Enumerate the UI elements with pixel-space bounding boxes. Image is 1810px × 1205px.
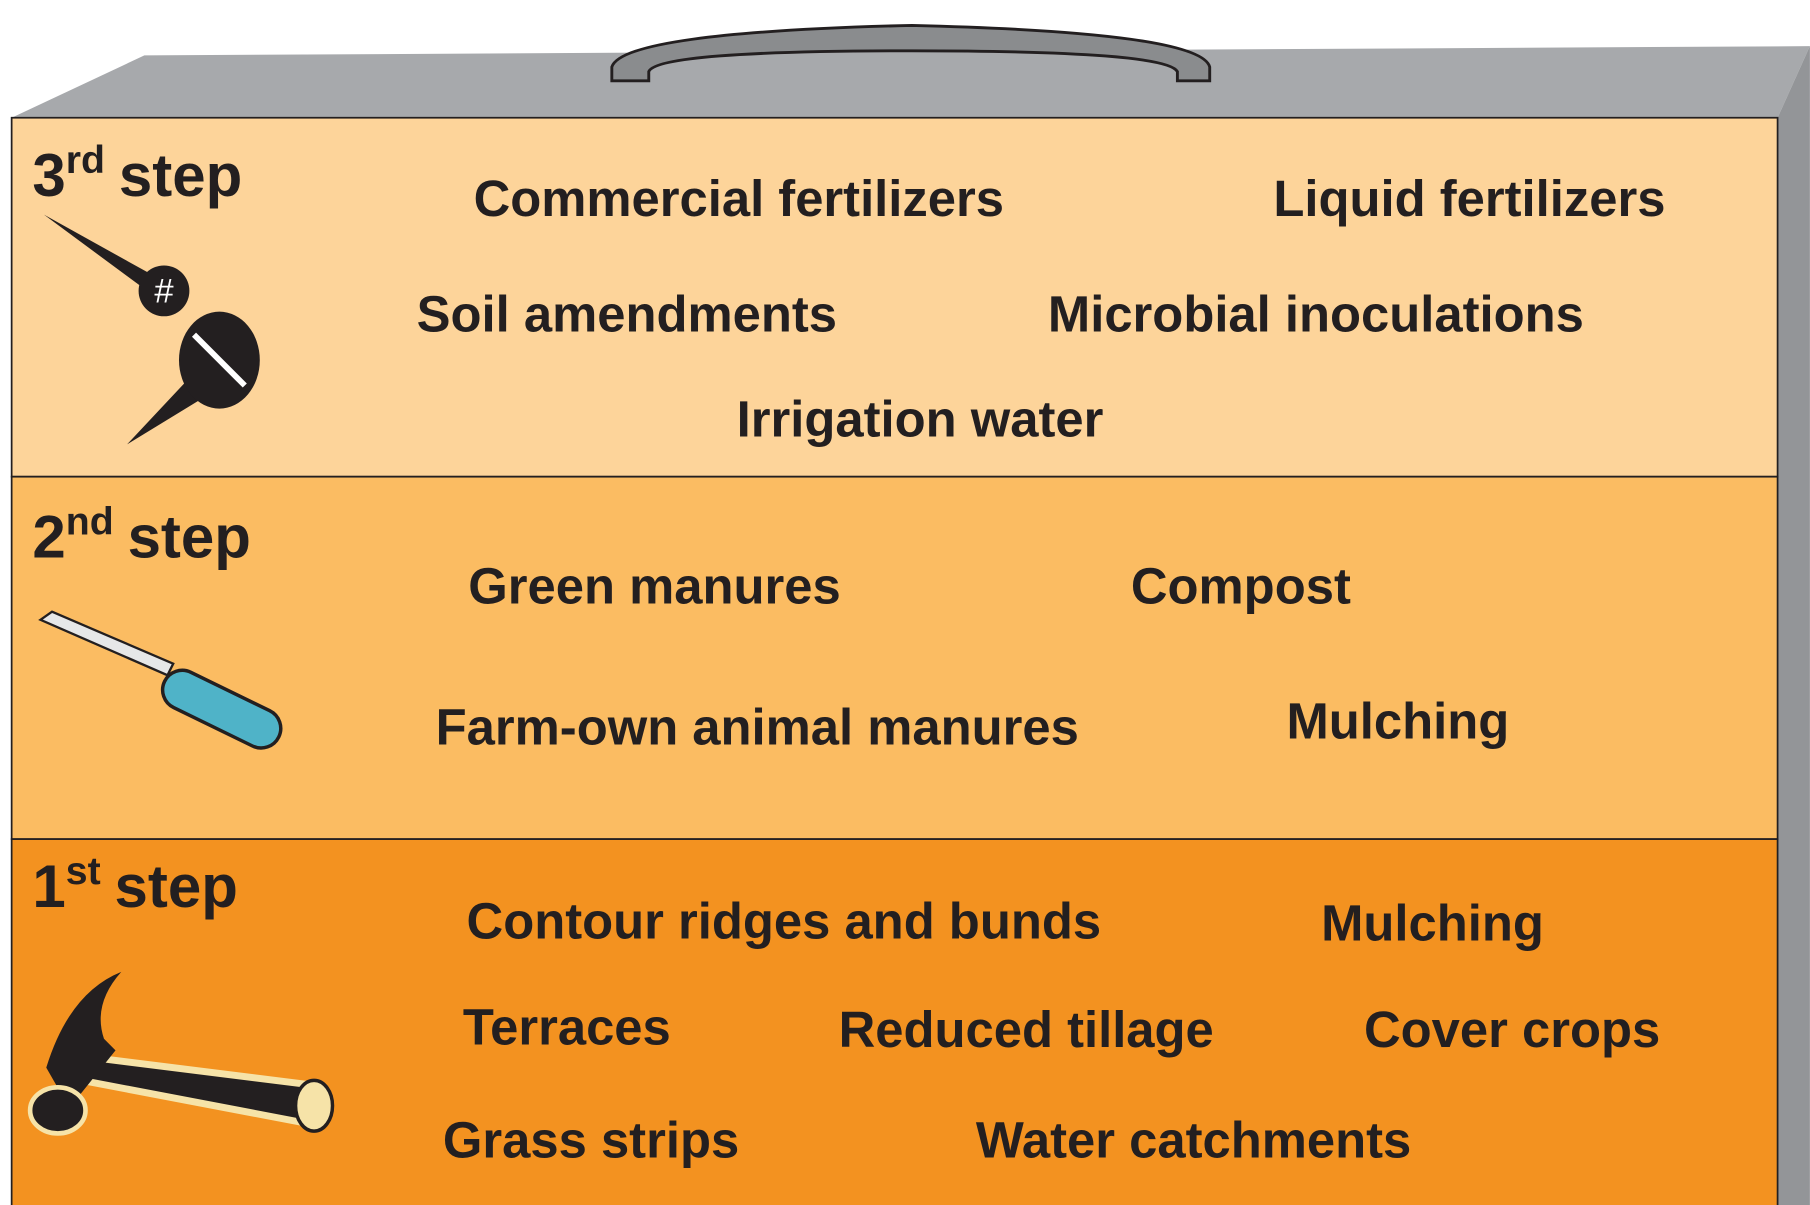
step-item: Terraces [463,999,671,1056]
step-item: Reduced tillage [839,1001,1214,1058]
step-word: step [128,503,251,570]
step-item: Microbial inoculations [1048,285,1584,342]
step-word: step [115,853,238,920]
step-suffix: rd [66,138,105,182]
svg-text:#: # [154,272,174,310]
step-number: 1 [32,853,65,920]
step-number: 3 [32,142,65,209]
step-suffix: nd [66,499,114,543]
step-item: Mulching [1321,895,1544,952]
box-side [1778,46,1810,1205]
step-item: Mulching [1286,693,1509,750]
step-item: Water catchments [976,1112,1411,1169]
box-top [12,46,1810,118]
toolbox-diagram: # 3rdstepCommercial fertilizersLiquid fe… [0,0,1810,1205]
step-item: Contour ridges and bunds [467,892,1102,949]
step-item: Cover crops [1364,1001,1660,1058]
step-word: step [119,142,242,209]
step-item: Irrigation water [737,390,1104,447]
step-item: Grass strips [443,1112,739,1169]
step-item: Liquid fertilizers [1273,170,1665,227]
step-number: 2 [32,503,65,570]
step-panel [12,477,1778,839]
step-item: Farm-own animal manures [436,698,1079,755]
step-item: Soil amendments [417,285,837,342]
step-item: Green manures [468,558,840,615]
step-suffix: st [66,849,101,893]
step-item: Compost [1131,558,1351,615]
step-item: Commercial fertilizers [474,170,1004,227]
